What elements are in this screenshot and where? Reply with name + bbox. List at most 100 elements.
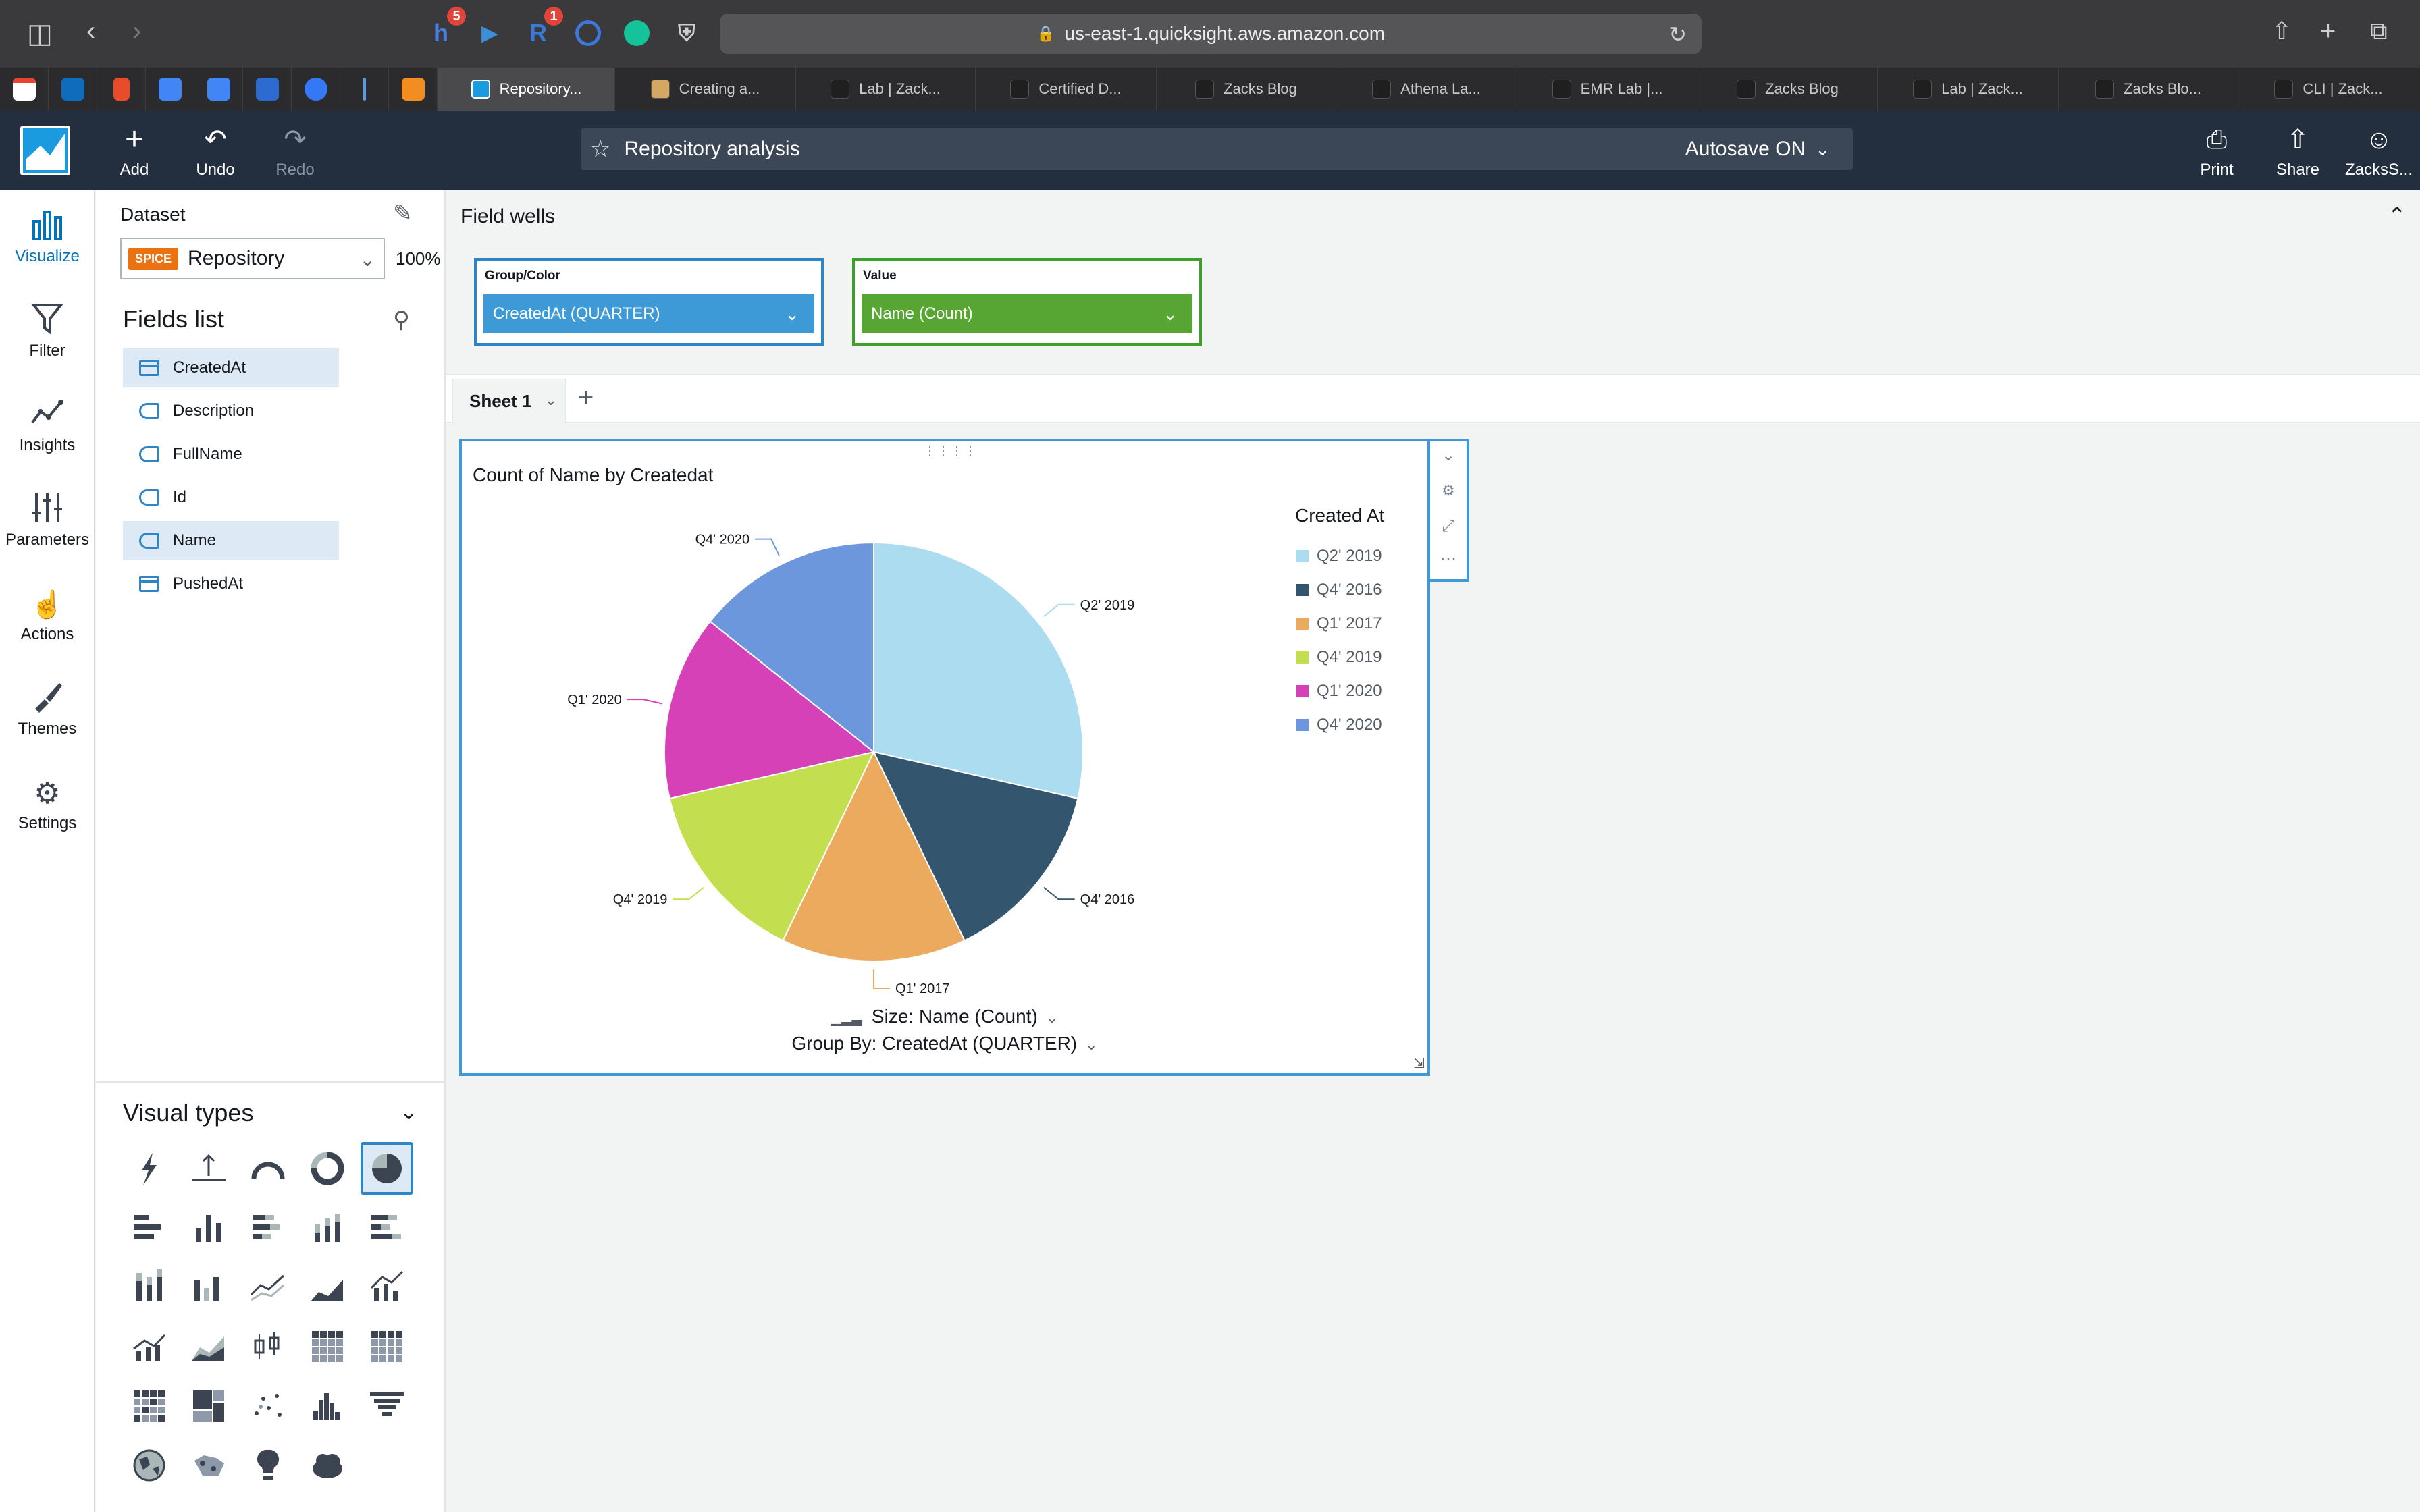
rail-themes[interactable]: Themes [0,679,95,738]
play-extension-icon[interactable]: ▶ [481,22,498,45]
group-by-control[interactable]: Group By: CreatedAt (QUARTER) ⌄ [462,1033,1427,1054]
field-createdat[interactable]: CreatedAt [123,348,339,387]
browser-tab[interactable]: Certified D... [975,68,1156,111]
field-name[interactable]: Name [123,521,339,560]
visual-type-combo-bar-line-icon[interactable] [361,1261,413,1314]
pie-slice[interactable] [782,750,966,962]
pinned-tab-calculator[interactable] [243,68,292,111]
tab-overview-icon[interactable]: ⧉ [2370,17,2388,45]
visual-type-horizontal-stacked-bar-icon[interactable] [242,1202,294,1254]
visual-type-table-icon[interactable] [301,1320,354,1373]
field-id[interactable]: Id [123,478,339,517]
pie-slice[interactable] [709,541,874,754]
visual-type-vertical-bar-icon[interactable] [182,1202,235,1254]
visual-type-kpi-icon[interactable] [182,1142,235,1195]
back-icon[interactable]: ‹ [86,16,96,46]
pinned-tab-office[interactable] [97,68,146,111]
legend-item[interactable]: Q4' 2016 [1296,580,1382,599]
new-tab-icon[interactable]: + [2320,16,2336,46]
add-sheet-icon[interactable]: + [578,383,594,412]
visual-type-autograph-icon[interactable] [123,1142,176,1195]
search-icon[interactable]: ⚲ [393,307,410,333]
undo-button[interactable]: ↶ Undo [178,123,253,184]
collapse-visual-types-icon[interactable]: ⌄ [400,1100,418,1124]
browser-tab[interactable]: Athena La... [1336,68,1517,111]
add-button[interactable]: + Add [97,123,172,184]
privacy-shield-icon[interactable]: ⛨ [678,20,695,46]
redo-button[interactable]: ↷ Redo [258,123,332,184]
visual-type-gauge-icon[interactable] [242,1142,294,1195]
browser-tab[interactable]: CLI | Zack... [2238,68,2419,111]
sidebar-toggle-icon[interactable]: ◫ [27,19,53,49]
browser-tab[interactable]: Zacks Blog [1156,68,1336,111]
field-pushedat[interactable]: PushedAt [123,564,339,603]
visual-type-horizontal-bar-icon[interactable] [123,1202,176,1254]
pie-slice[interactable] [872,751,1079,942]
grammarly-icon[interactable] [620,16,654,50]
visual-type-word-cloud-icon[interactable] [301,1439,354,1492]
rail-visualize[interactable]: Visualize [0,207,95,266]
visual-type-filled-map-icon[interactable] [123,1439,176,1492]
visual-type-tree-map-icon[interactable] [182,1380,235,1432]
tab-sheet-1[interactable]: Sheet 1 ⌄ [452,379,566,423]
visual-type-box-plot-icon[interactable] [242,1320,294,1373]
legend-item[interactable]: Q4' 2019 [1296,648,1382,667]
visual-type-vertical-stacked-bar-icon[interactable] [301,1202,354,1254]
visual-type-pivot-table-icon[interactable] [361,1320,413,1373]
legend-item[interactable]: Q4' 2020 [1296,716,1382,734]
pinned-tab-aws[interactable] [389,68,438,111]
more-options-icon[interactable]: ⋯ [1440,550,1456,568]
rail-actions[interactable]: ☝ Actions [0,585,95,644]
pinned-tab-gmail[interactable] [0,68,49,111]
pinned-tab-arrow[interactable] [340,68,389,111]
address-bar[interactable]: 🔒 us-east-1.quicksight.aws.amazon.com ↻ [720,14,1702,54]
pinned-tab-translate[interactable] [146,68,194,111]
visual-type-horizontal-stacked-100-bar-icon[interactable] [361,1202,413,1254]
reload-icon[interactable]: ↻ [1668,22,1687,47]
value-field-pill[interactable]: Name (Count) ⌄ [862,294,1192,333]
resize-handle-icon[interactable]: ⇲ [1413,1056,1425,1071]
autosave-toggle[interactable]: Autosave ON ⌄ [1685,128,1830,170]
size-field-control[interactable]: ▁▂▃ Size: Name (Count) ⌄ [462,1006,1427,1027]
chevron-down-icon[interactable]: ⌄ [544,392,557,408]
visual-type-line-icon[interactable] [242,1261,294,1314]
visual-type-pie-icon[interactable] [361,1142,413,1195]
browser-tab[interactable]: Repository... [438,68,614,111]
collapse-up-icon[interactable]: ⌃ [2387,203,2407,229]
user-menu-button[interactable]: ☺ ZacksS... [2342,123,2416,184]
dataset-select[interactable]: SPICE Repository ⌄ [120,238,385,279]
visual-type-vertical-stacked-100-bar-icon[interactable] [123,1261,176,1314]
browser-tab[interactable]: Lab | Zack... [795,68,975,111]
pinned-tab-app[interactable] [292,68,340,111]
rail-filter[interactable]: Filter [0,301,95,360]
visual-type-histogram-icon[interactable] [301,1380,354,1432]
browser-tab[interactable]: Zacks Blog [1698,68,1877,111]
pie-slice[interactable] [668,751,875,942]
analysis-name-bar[interactable]: ☆ Repository analysis Autosave ON ⌄ [581,128,1853,170]
gear-icon[interactable]: ⚙ [1442,482,1455,499]
visual-type-heat-map-icon[interactable] [123,1380,176,1432]
browser-tab[interactable]: Zacks Blo... [2058,68,2238,111]
forward-icon[interactable]: › [132,16,142,46]
pinned-tab-translate-2[interactable] [194,68,243,111]
expand-icon[interactable]: ⤢ [1442,517,1455,535]
value-well[interactable]: Value Name (Count) ⌄ [852,258,1202,346]
password-manager-icon[interactable] [571,16,605,50]
browser-tab[interactable]: Creating a... [614,68,795,111]
pencil-icon[interactable]: ✎ [393,200,413,226]
pie-slice[interactable] [664,620,876,800]
visual-type-funnel-icon[interactable] [361,1380,413,1432]
visual-type-scatter-plot-icon[interactable] [242,1380,294,1432]
legend-item[interactable]: Q2' 2019 [1296,547,1382,566]
collapse-visual-icon[interactable]: ⌄ [1441,446,1456,464]
visual-type-stacked-area-icon[interactable] [182,1320,235,1373]
visual-type-point-map-icon[interactable] [182,1439,235,1492]
browser-tab[interactable]: EMR Lab |... [1517,68,1698,111]
share-button[interactable]: ⇧ Share [2261,123,2335,184]
visual-type-area-line-icon[interactable] [301,1261,354,1314]
analysis-name[interactable]: Repository analysis [624,138,800,160]
pinned-tab-outlook[interactable] [49,68,97,111]
group-color-well[interactable]: Group/Color CreatedAt (QUARTER) ⌄ [474,258,824,346]
